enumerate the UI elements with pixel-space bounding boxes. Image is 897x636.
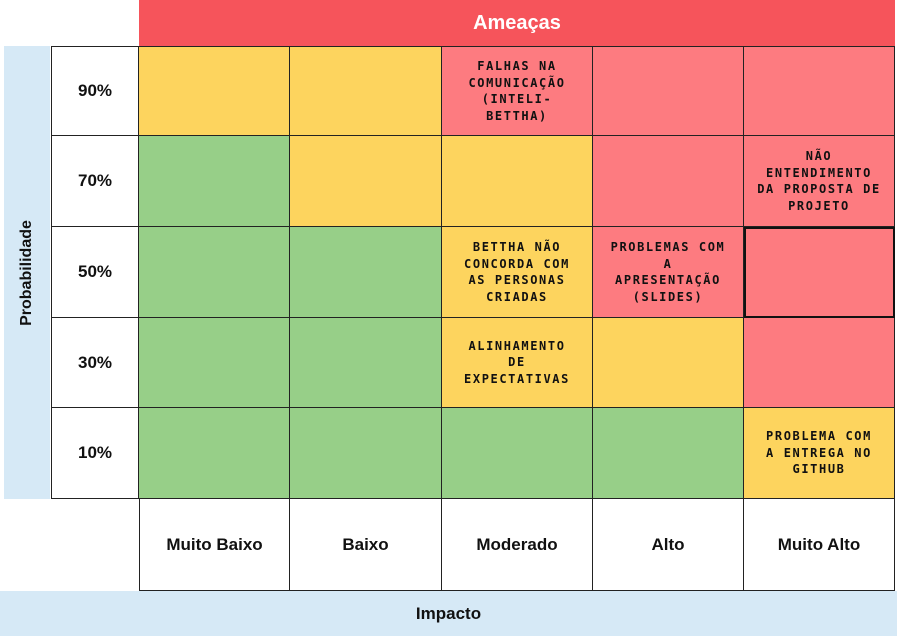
risk-cell: PROBLEMA COM A ENTREGA NO GITHUB: [744, 408, 895, 499]
impact-level: Muito Alto: [744, 499, 895, 591]
impact-level: Muito Baixo: [139, 499, 290, 591]
probability-level: 70%: [51, 136, 139, 227]
matrix-cell-green: [139, 318, 290, 408]
probability-level: 10%: [51, 408, 139, 499]
risk-cell: FALHAS NA COMUNICAÇÃO (INTELI- BETTHA): [442, 46, 593, 136]
matrix-cell-yellow: [290, 46, 442, 136]
matrix-cell-red: [593, 46, 744, 136]
matrix-cell-green: [139, 227, 290, 318]
matrix-cell-red: [593, 136, 744, 227]
risk-label: ALINHAMENTO DE EXPECTATIVAS: [464, 338, 570, 386]
threats-title: Ameaças: [139, 0, 895, 46]
impact-level: Moderado: [442, 499, 593, 591]
impact-level: Alto: [593, 499, 744, 591]
matrix-cell-green: [442, 408, 593, 499]
matrix-cell-green: [290, 227, 442, 318]
impact-axis-label: Impacto: [0, 591, 897, 636]
risk-label: NÃO ENTENDIMENTO DA PROPOSTA DE PROJETO: [757, 149, 881, 213]
matrix-cell-green: [290, 408, 442, 499]
matrix-cell-red: [744, 227, 895, 318]
matrix-cell-green: [593, 408, 744, 499]
matrix-cell-red: [744, 46, 895, 136]
impact-level: Baixo: [290, 499, 442, 591]
risk-label: BETTHA NÃO CONCORDA COM AS PERSONAS CRIA…: [464, 240, 570, 304]
risk-cell: NÃO ENTENDIMENTO DA PROPOSTA DE PROJETO: [744, 136, 895, 227]
probability-axis-band: Probabilidade: [4, 46, 50, 499]
matrix-cell-yellow: [593, 318, 744, 408]
matrix-cell-yellow: [139, 46, 290, 136]
probability-axis-label: Probabilidade: [18, 219, 35, 326]
probability-level: 50%: [51, 227, 139, 318]
matrix-cell-yellow: [442, 136, 593, 227]
matrix-cell-red: [744, 318, 895, 408]
probability-level: 90%: [51, 46, 139, 136]
matrix-cell-green: [139, 408, 290, 499]
risk-cell: PROBLEMAS COM A APRESENTAÇÃO (SLIDES): [593, 227, 744, 318]
probability-level: 30%: [51, 318, 139, 408]
risk-label: PROBLEMA COM A ENTREGA NO GITHUB: [766, 429, 872, 477]
matrix-cell-yellow: [290, 136, 442, 227]
risk-label: PROBLEMAS COM A APRESENTAÇÃO (SLIDES): [610, 240, 726, 304]
risk-cell: BETTHA NÃO CONCORDA COM AS PERSONAS CRIA…: [442, 227, 593, 318]
risk-cell: ALINHAMENTO DE EXPECTATIVAS: [442, 318, 593, 408]
matrix-cell-green: [139, 136, 290, 227]
risk-label: FALHAS NA COMUNICAÇÃO (INTELI- BETTHA): [468, 59, 566, 123]
matrix-cell-green: [290, 318, 442, 408]
